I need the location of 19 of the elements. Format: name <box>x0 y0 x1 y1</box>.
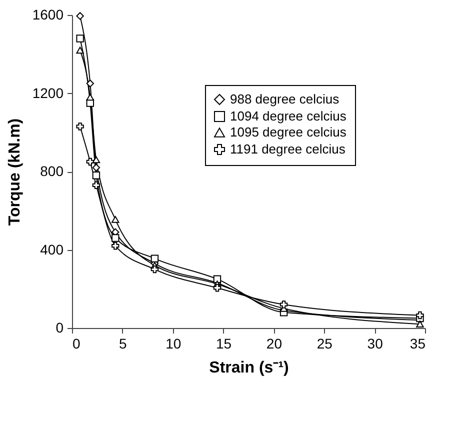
x-tick-label: 35 <box>410 336 426 352</box>
x-tick-label: 5 <box>119 336 128 352</box>
y-tick-label: 1200 <box>32 84 64 101</box>
x-tick-label: 0 <box>72 336 80 352</box>
x-tick-label: 15 <box>216 336 232 352</box>
legend-label: 988 degree celcius <box>230 92 340 106</box>
y-tick-label: 0 <box>56 320 64 336</box>
x-tick-label: 10 <box>166 336 182 352</box>
y-axis-title: Torque (kN.m) <box>6 118 24 226</box>
y-tick-label: 1600 <box>32 6 64 22</box>
x-tick-label: 25 <box>316 336 333 352</box>
x-tick-label: 20 <box>266 336 282 352</box>
x-tick-label: 30 <box>367 336 384 352</box>
legend-label: 1095 degree celcius <box>230 124 347 140</box>
x-axis-title: Strain (s⁻¹) <box>209 360 289 376</box>
legend-label: 1094 degree celcius <box>230 108 347 124</box>
legend-label: 1191 degree celcius <box>230 142 346 156</box>
y-tick-label: 800 <box>40 163 64 179</box>
y-tick-label: 400 <box>40 241 64 258</box>
